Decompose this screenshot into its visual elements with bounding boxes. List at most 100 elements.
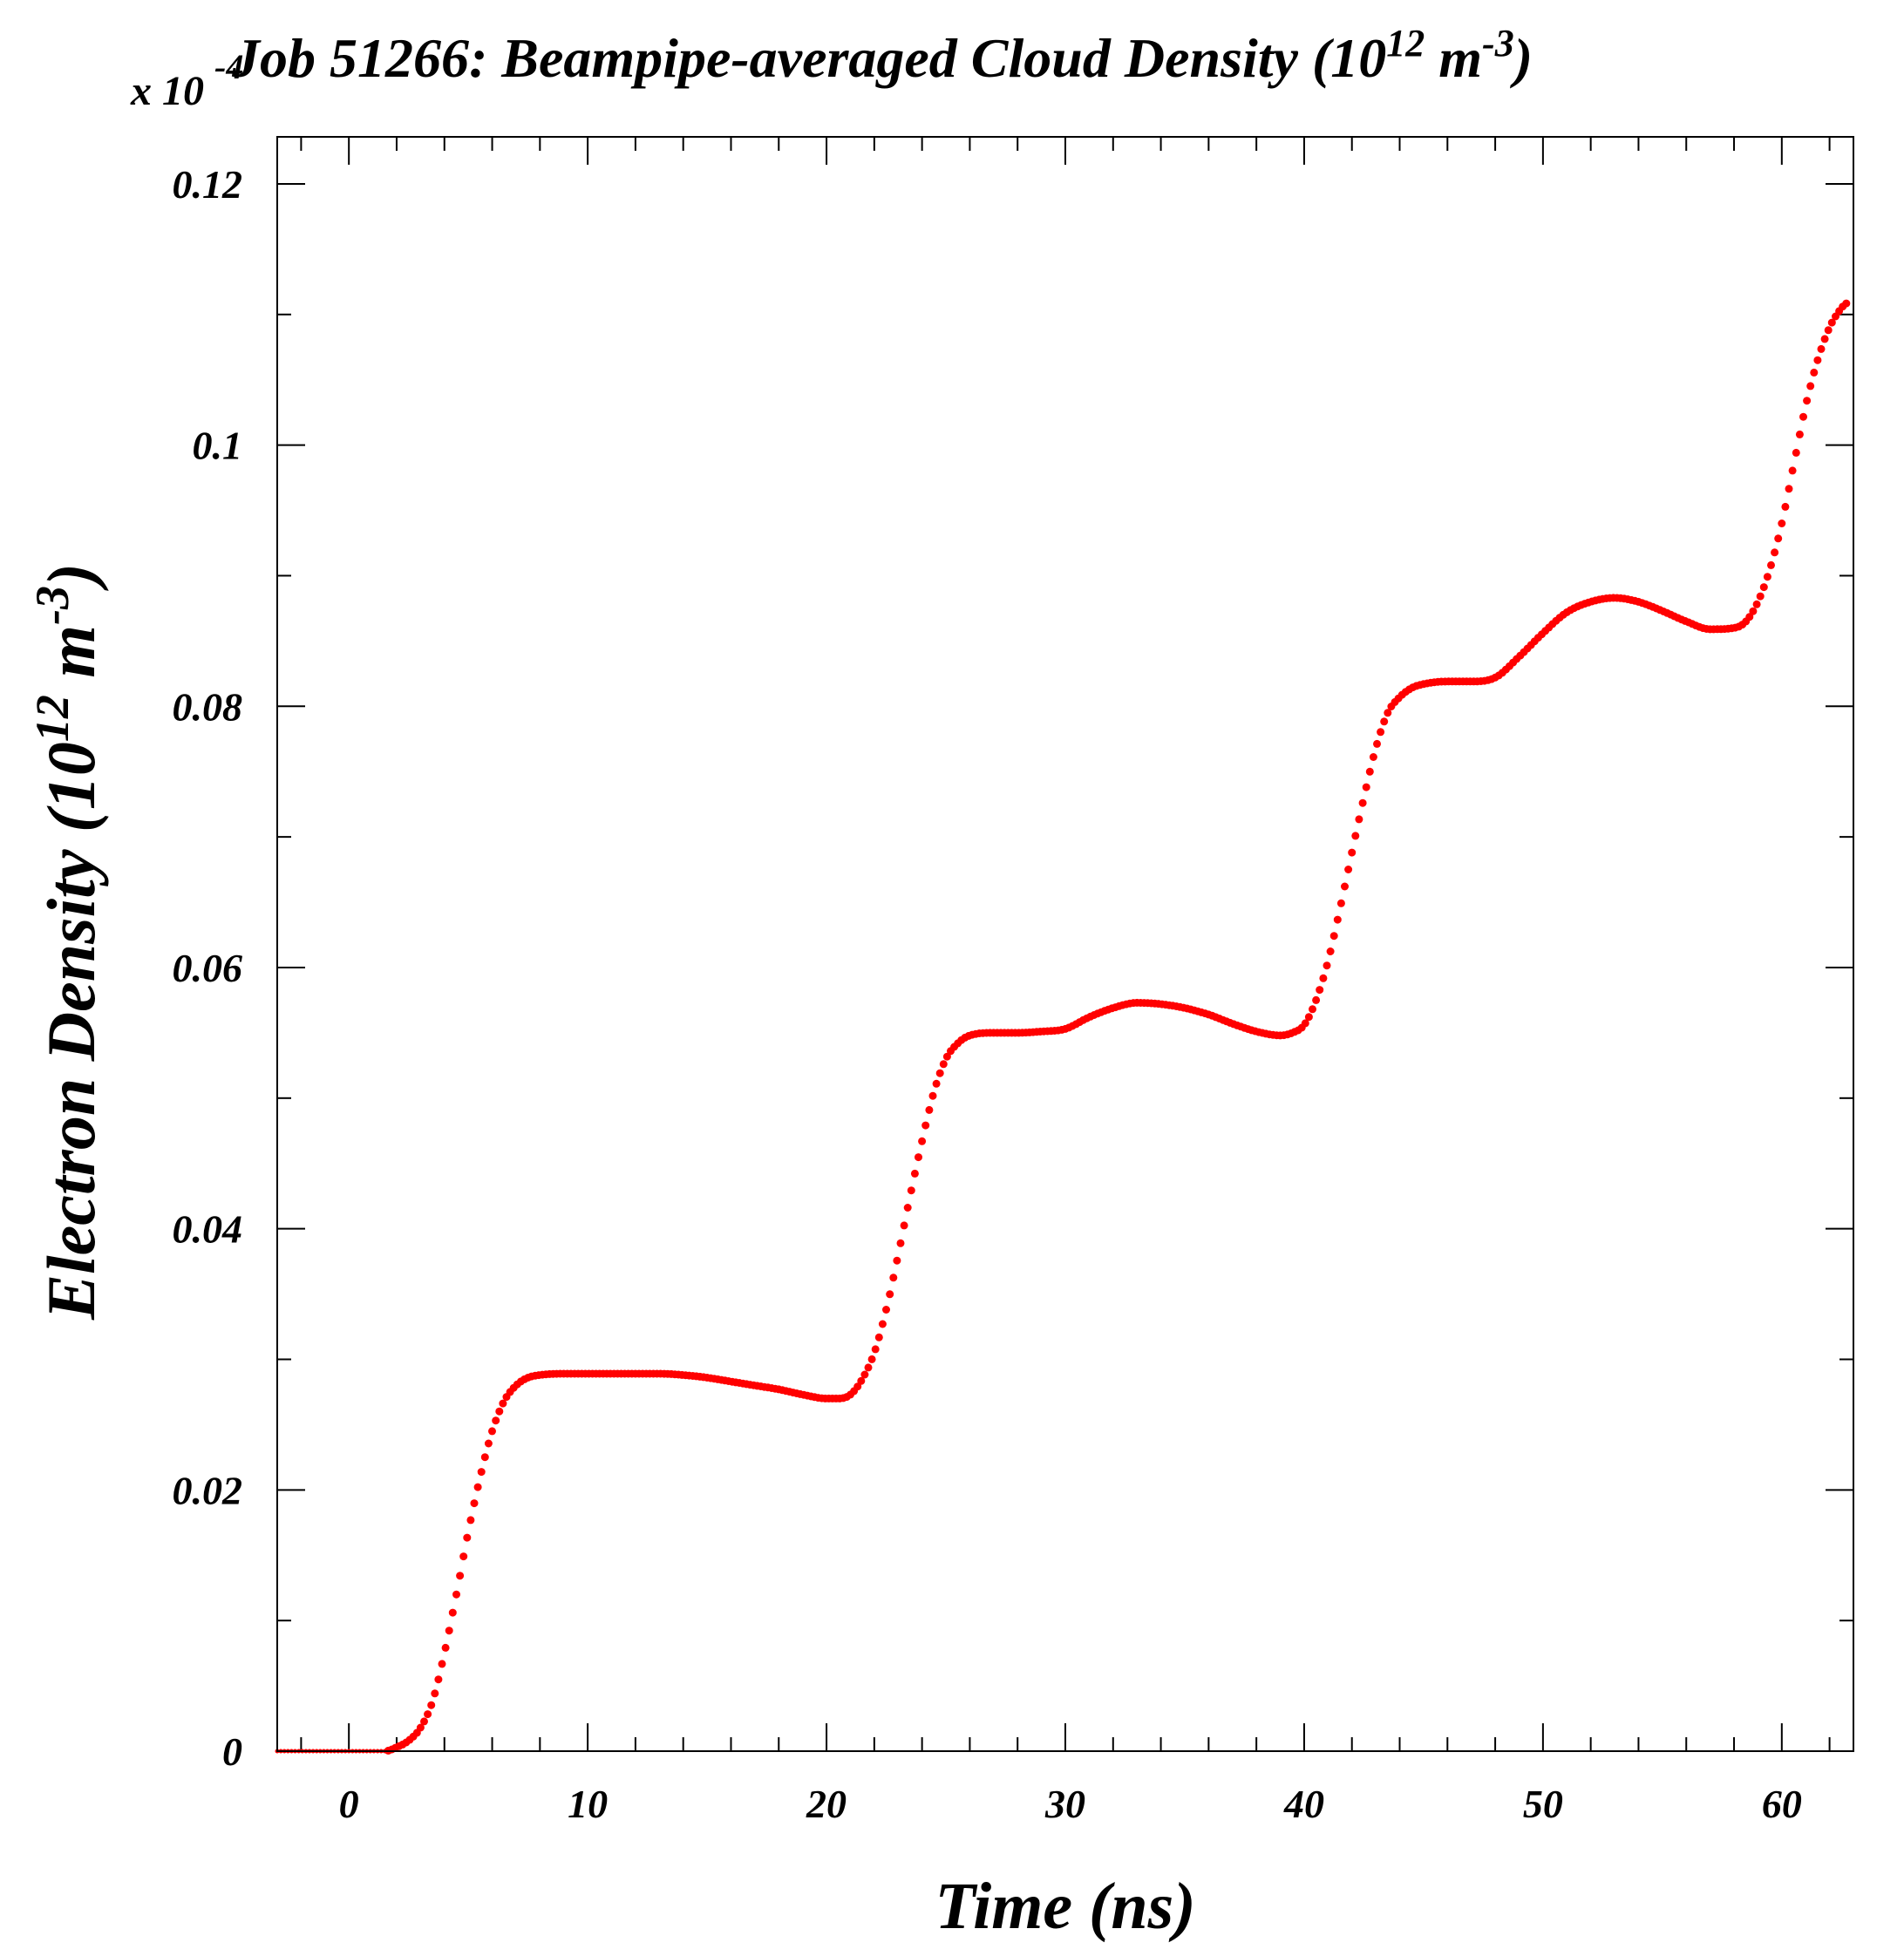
data-point — [910, 1169, 919, 1178]
data-point — [860, 1370, 869, 1379]
x-tick-label: 60 — [1762, 1782, 1802, 1826]
data-point — [1369, 753, 1377, 761]
data-point — [882, 1306, 890, 1314]
x-tick-label: 0 — [339, 1782, 359, 1826]
data-point — [939, 1060, 948, 1069]
data-point — [1763, 573, 1771, 581]
y-tick-label: 0.04 — [173, 1207, 243, 1252]
data-point — [466, 1516, 475, 1525]
data-point — [473, 1483, 482, 1491]
data-point — [1384, 709, 1392, 717]
y-tick-label: 0.12 — [173, 162, 243, 207]
data-point — [1771, 548, 1779, 557]
x-tick-label: 40 — [1283, 1782, 1324, 1826]
data-point — [1788, 466, 1797, 475]
data-point — [915, 1153, 922, 1162]
data-point — [1362, 783, 1370, 791]
data-point — [1316, 986, 1324, 995]
data-point — [1842, 299, 1851, 308]
data-point — [1785, 485, 1793, 493]
data-point — [1336, 899, 1345, 907]
data-point — [1781, 502, 1790, 511]
axis-multiplier: x 10-4 — [130, 47, 243, 114]
data-point — [1803, 397, 1812, 405]
data-point — [1752, 600, 1761, 608]
data-point — [1827, 318, 1836, 327]
data-point — [878, 1320, 887, 1328]
y-axis-label: Electron Density (1012 m-3) — [26, 563, 109, 1321]
data-point — [1380, 717, 1389, 726]
data-point — [1774, 534, 1783, 543]
data-point — [1358, 798, 1367, 807]
data-point — [928, 1091, 937, 1100]
data-point — [434, 1675, 443, 1684]
data-point — [871, 1345, 880, 1354]
data-point — [427, 1701, 436, 1709]
data-point — [484, 1439, 493, 1448]
data-point — [1301, 1019, 1309, 1028]
x-tick-label: 30 — [1044, 1782, 1085, 1826]
data-point — [1810, 368, 1819, 377]
data-point — [420, 1717, 428, 1726]
data-point — [893, 1256, 901, 1265]
data-point — [1312, 995, 1321, 1004]
data-point — [445, 1627, 453, 1635]
data-point — [867, 1355, 876, 1363]
data-point — [1319, 974, 1328, 982]
data-point — [1333, 915, 1342, 924]
data-point — [903, 1204, 912, 1212]
data-point — [1304, 1013, 1313, 1022]
data-point — [896, 1239, 905, 1247]
axis-tick-labels: 0 10 20 30 40 50 60 0 0.02 0.04 0.06 0.08 0.1 0.12 — [173, 162, 1802, 1826]
data-point — [864, 1363, 873, 1372]
data-point — [1326, 947, 1335, 955]
plot-frame — [276, 136, 1854, 1752]
data-point — [424, 1710, 432, 1719]
data-point — [480, 1453, 489, 1462]
data-point — [932, 1079, 941, 1088]
data-point — [853, 1382, 862, 1391]
data-point — [886, 1290, 894, 1299]
data-point — [1824, 326, 1833, 335]
data-point — [907, 1186, 915, 1195]
data-point — [1792, 448, 1800, 457]
data-point — [1795, 430, 1804, 438]
chart-title: Job 51266: Beampipe-averaged Cloud Densi… — [231, 22, 1533, 89]
y-tick-label: 0.02 — [173, 1468, 243, 1512]
data-point — [495, 1407, 504, 1416]
x-tick-label: 50 — [1523, 1782, 1563, 1826]
data-point — [1344, 866, 1353, 873]
data-point — [1323, 961, 1331, 970]
y-tick-label: 0.06 — [173, 946, 243, 990]
x-tick-label: 20 — [806, 1782, 847, 1826]
data-point — [1373, 739, 1381, 748]
data-point — [1377, 728, 1385, 737]
data-point — [900, 1221, 908, 1230]
data-point — [1820, 335, 1829, 343]
data-point — [1309, 1005, 1316, 1014]
data-point — [1348, 848, 1357, 857]
data-point — [1767, 560, 1775, 569]
y-tick-label: 0.1 — [193, 424, 243, 468]
data-point — [1759, 583, 1768, 592]
data-points — [275, 299, 1851, 1755]
data-point — [1813, 356, 1822, 364]
data-point — [1756, 592, 1765, 601]
data-point — [925, 1105, 934, 1114]
data-point — [441, 1643, 450, 1652]
data-point — [1329, 932, 1338, 941]
data-point — [935, 1069, 944, 1077]
data-point — [1341, 882, 1349, 891]
data-point — [1817, 344, 1826, 353]
data-point — [889, 1273, 898, 1282]
data-point — [459, 1552, 468, 1561]
data-point — [448, 1608, 457, 1617]
y-tick-label: 0 — [222, 1729, 242, 1774]
data-point — [470, 1499, 479, 1508]
data-point — [477, 1468, 486, 1477]
x-tick-label: 10 — [568, 1782, 608, 1826]
data-point — [921, 1121, 930, 1130]
data-point — [918, 1137, 927, 1145]
